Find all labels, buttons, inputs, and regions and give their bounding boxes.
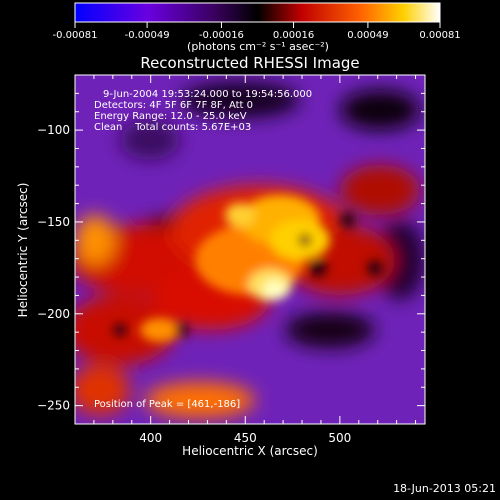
plot-frame (74, 74, 426, 425)
colorbar-tick-label: -0.00016 (199, 30, 244, 41)
heatmap-image (75, 75, 425, 424)
detectors-label: Detectors: 4F 5F 6F 7F 8F, Att 0 (94, 100, 253, 111)
clean-counts-label: Clean Total counts: 5.67E+03 (94, 122, 251, 133)
chart-title: Reconstructed RHESSI Image (140, 54, 359, 72)
y-tick-label: −100 (37, 123, 70, 137)
colorbar-unit-label: (photons cm⁻² s⁻¹ asec⁻²) (187, 40, 329, 53)
y-tick-label: −200 (37, 307, 70, 321)
y-tick-label: −250 (37, 399, 70, 413)
x-tick-label: 400 (139, 431, 162, 445)
colorbar (74, 2, 441, 23)
colorbar-tick-label: -0.00049 (125, 30, 170, 41)
colorbar-ticks: -0.00081 -0.00049 -0.00016 0.00016 0.00049 0.… (53, 22, 461, 41)
colorbar-tick-label: 0.00049 (347, 30, 388, 41)
x-axis-label: Heliocentric X (arcsec) (182, 444, 318, 458)
colorbar-tick-label: 0.00081 (419, 30, 460, 41)
colorbar-tick-label: -0.00081 (53, 30, 98, 41)
y-axis-label: Heliocentric Y (arcsec) (16, 183, 30, 318)
x-tick-label: 500 (328, 431, 351, 445)
energy-range-label: Energy Range: 12.0 - 25.0 keV (94, 111, 247, 122)
axis-ticks: 400 450 500 −250 −200 −150 −100 (37, 74, 425, 445)
x-tick-label: 450 (234, 431, 257, 445)
time-range-label: 9-Jun-2004 19:53:24.000 to 19:54:56.000 (103, 89, 312, 100)
footer-timestamp: 18-Jun-2013 05:21 (393, 482, 496, 495)
y-tick-label: −150 (37, 215, 70, 229)
colorbar-tick-label: 0.00016 (273, 30, 314, 41)
peak-position-label: Position of Peak = [461,-186] (94, 399, 240, 410)
